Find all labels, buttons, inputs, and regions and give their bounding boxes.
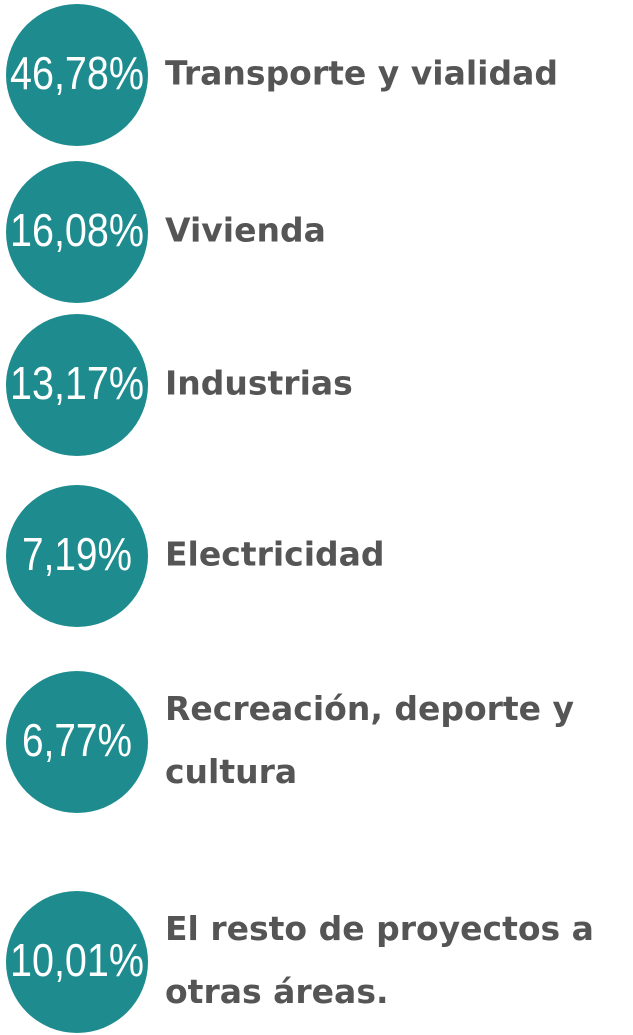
category-label: Industrias [165, 364, 353, 403]
percent-value: 16,08% [10, 204, 144, 256]
percent-circle [6, 891, 148, 1033]
category-label: otras áreas. [165, 972, 389, 1011]
category-label: Electricidad [165, 535, 385, 574]
category-label: El resto de proyectos a [165, 909, 594, 948]
percent-circle [6, 671, 148, 813]
category-label: Vivienda [165, 211, 326, 250]
percent-circle [6, 161, 148, 303]
percent-value: 13,17% [10, 357, 144, 409]
percent-value: 46,78% [10, 47, 144, 99]
category-label: Transporte y vialidad [165, 54, 558, 93]
percent-circle [6, 314, 148, 456]
category-label: cultura [165, 752, 297, 791]
percent-value: 6,77% [22, 714, 132, 766]
percent-circle [6, 4, 148, 146]
percent-value: 7,19% [22, 528, 132, 580]
percent-circle [6, 485, 148, 627]
category-label: Recreación, deporte y [165, 689, 574, 728]
percent-value: 10,01% [10, 934, 144, 986]
